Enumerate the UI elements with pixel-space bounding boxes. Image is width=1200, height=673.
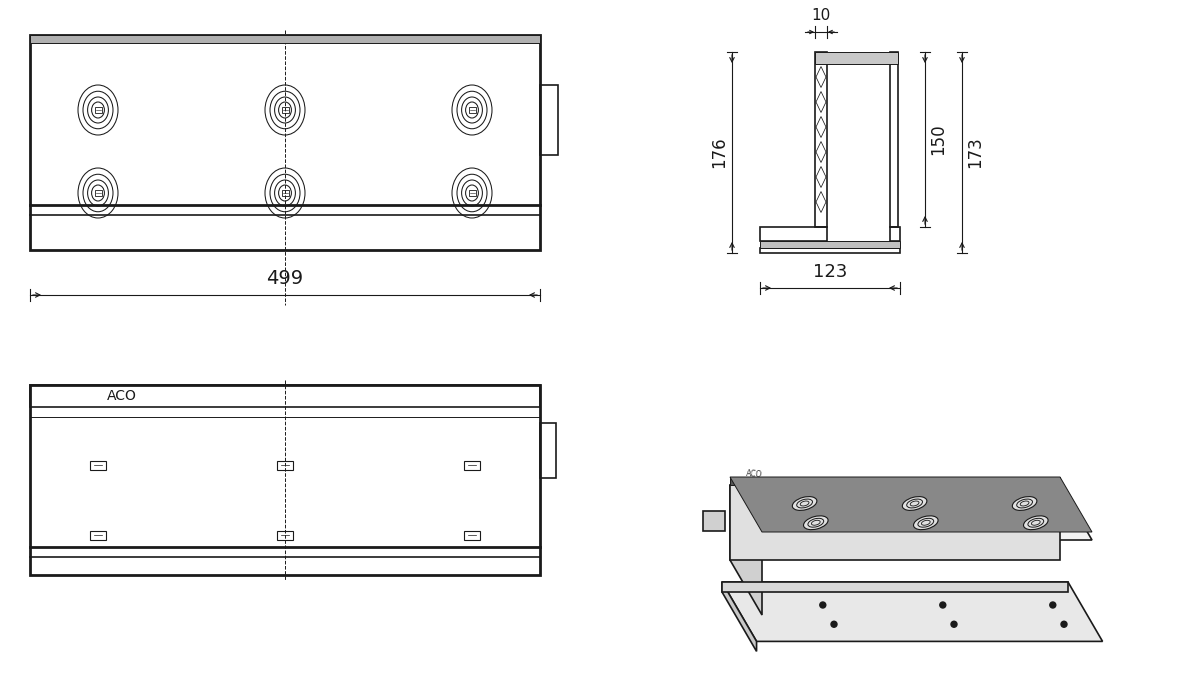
Bar	[464, 530, 480, 540]
Ellipse shape	[792, 497, 817, 510]
Bar	[95, 190, 102, 196]
Bar	[468, 107, 475, 113]
Circle shape	[952, 621, 958, 627]
Text: ACO: ACO	[107, 389, 137, 403]
Ellipse shape	[804, 516, 828, 530]
Bar	[760, 248, 900, 253]
Polygon shape	[722, 582, 756, 651]
Bar	[468, 190, 475, 196]
Bar	[282, 107, 288, 113]
Text: 176: 176	[710, 137, 728, 168]
Bar	[890, 52, 898, 227]
Bar	[815, 52, 898, 64]
Circle shape	[820, 602, 826, 608]
Polygon shape	[730, 477, 1092, 532]
Bar	[540, 423, 556, 478]
Bar	[90, 460, 106, 470]
Bar	[464, 460, 480, 470]
Circle shape	[1050, 602, 1056, 608]
Bar	[30, 385, 540, 407]
Bar	[30, 385, 540, 575]
Text: 10: 10	[811, 8, 830, 23]
Bar	[760, 241, 900, 248]
Text: 150: 150	[929, 124, 947, 155]
Bar	[95, 107, 102, 113]
Bar	[815, 52, 827, 227]
Polygon shape	[730, 485, 762, 615]
Circle shape	[1061, 621, 1067, 627]
Bar	[890, 227, 900, 241]
Circle shape	[940, 602, 946, 608]
Circle shape	[830, 621, 838, 627]
Ellipse shape	[1024, 516, 1048, 530]
Text: ACO: ACO	[745, 468, 763, 479]
Polygon shape	[730, 485, 1092, 540]
Bar	[30, 35, 540, 43]
Text: 123: 123	[812, 263, 847, 281]
Text: 173: 173	[966, 137, 984, 168]
Ellipse shape	[1013, 497, 1037, 510]
Text: 499: 499	[266, 269, 304, 288]
Bar	[282, 190, 288, 196]
Bar	[760, 227, 827, 241]
Bar	[277, 460, 293, 470]
Polygon shape	[703, 511, 725, 530]
Ellipse shape	[902, 497, 926, 510]
Bar	[30, 35, 540, 250]
Polygon shape	[730, 477, 1060, 485]
Polygon shape	[730, 485, 1060, 560]
Polygon shape	[722, 582, 1068, 592]
Bar	[277, 530, 293, 540]
Bar	[90, 530, 106, 540]
Polygon shape	[722, 582, 1103, 641]
Ellipse shape	[913, 516, 938, 530]
Bar	[540, 85, 558, 155]
